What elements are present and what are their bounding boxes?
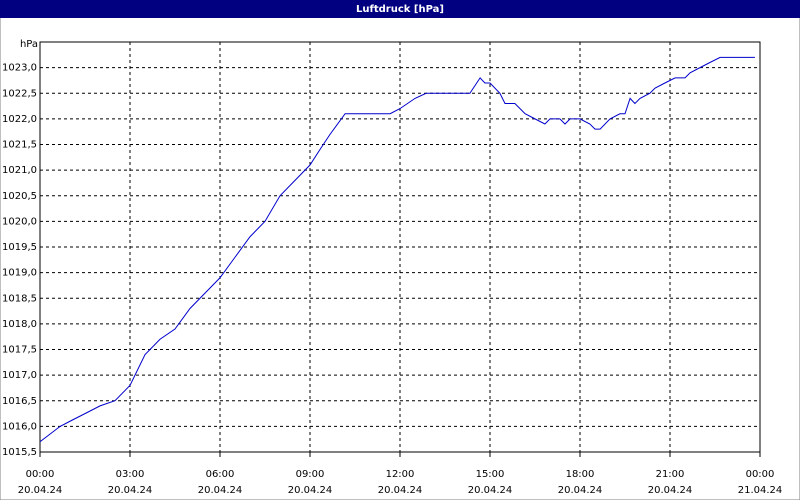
x-tick-label: 12:00 — [386, 469, 415, 480]
x-tick-label: 00:00 — [26, 469, 55, 480]
y-tick-label: 1017,0 — [2, 370, 37, 381]
y-tick-label: 1016,5 — [2, 396, 37, 407]
y-tick-label: 1020,0 — [2, 216, 37, 227]
x-tick-label: 21:00 — [656, 469, 685, 480]
y-tick-label: 1015,5 — [2, 447, 37, 458]
x-tick-date: 20.04.24 — [288, 485, 333, 496]
x-tick-label: 06:00 — [206, 469, 235, 480]
data-line — [39, 56, 755, 443]
x-tick-date: 20.04.24 — [378, 485, 423, 496]
y-tick-label: 1020,5 — [2, 191, 37, 202]
y-tick-label: 1019,5 — [2, 242, 37, 253]
y-tick-label: 1021,0 — [2, 165, 37, 176]
x-tick-date: 20.04.24 — [468, 485, 513, 496]
x-tick-label: 09:00 — [296, 469, 325, 480]
y-tick-label: 1023,0 — [2, 63, 37, 74]
x-tick-date: 20.04.24 — [108, 485, 153, 496]
x-tick-date: 20.04.24 — [198, 485, 243, 496]
y-tick-label: 1022,0 — [2, 114, 37, 125]
y-tick-label: 1017,5 — [2, 345, 37, 356]
y-tick-label: 1018,0 — [2, 319, 37, 330]
chart-title: Luftdruck [hPa] — [356, 4, 444, 15]
y-unit: hPa — [20, 39, 38, 50]
y-tick-label: 1016,0 — [2, 421, 37, 432]
x-tick-label: 03:00 — [116, 469, 145, 480]
y-tick-label: 1021,5 — [2, 140, 37, 151]
title-bar — [0, 0, 800, 18]
x-tick-label: 00:00 — [746, 469, 775, 480]
x-tick-label: 15:00 — [476, 469, 505, 480]
x-tick-date: 20.04.24 — [18, 485, 63, 496]
x-tick-label: 18:00 — [566, 469, 595, 480]
x-tick-date: 20.04.24 — [558, 485, 603, 496]
y-tick-label: 1018,5 — [2, 293, 37, 304]
y-tick-label: 1022,5 — [2, 88, 37, 99]
x-tick-date: 21.04.24 — [738, 485, 783, 496]
y-tick-label: 1019,0 — [2, 268, 37, 279]
x-tick-date: 20.04.24 — [648, 485, 693, 496]
